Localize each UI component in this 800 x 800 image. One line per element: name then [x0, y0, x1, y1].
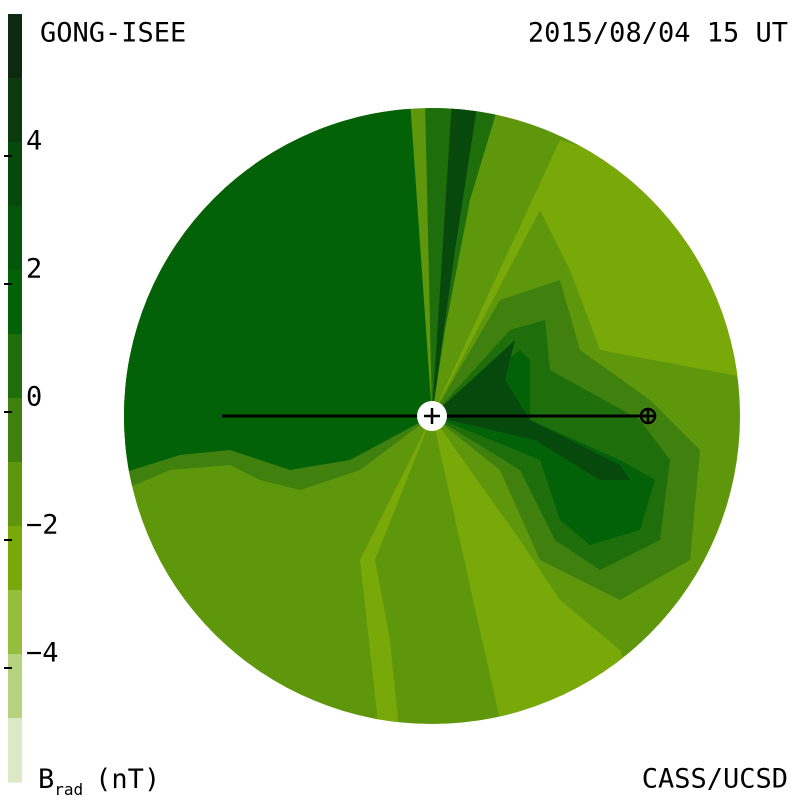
region	[360, 416, 432, 724]
colorbar-band	[8, 78, 22, 143]
colorbar-label: Brad (nT)	[38, 764, 160, 799]
region	[124, 108, 432, 480]
sun-marker	[424, 408, 440, 424]
region	[425, 108, 500, 416]
colorbar-band	[8, 590, 22, 655]
tick-label: −2	[26, 510, 59, 541]
colorbar-band	[8, 270, 22, 335]
colorbar	[8, 14, 22, 783]
colorbar-band	[8, 14, 22, 79]
chart-subtitle: 2015/08/04 15 UT	[528, 18, 788, 49]
region	[432, 340, 630, 480]
colorbar-band	[8, 398, 22, 463]
region	[432, 416, 640, 720]
label-symbol: B	[38, 764, 54, 795]
tick-label: 4	[26, 126, 42, 157]
colorbar-band	[8, 718, 22, 783]
colorbar-band	[8, 654, 22, 719]
label-subscript: rad	[54, 780, 83, 799]
colorbar-band	[8, 462, 22, 527]
colorbar-band	[8, 526, 22, 591]
credit: CASS/UCSD	[642, 764, 788, 795]
earth-marker-cross	[641, 409, 655, 423]
tick-label: −4	[26, 638, 59, 669]
colorbar-band	[8, 334, 22, 399]
colorbar-band	[8, 206, 22, 271]
chart-title: GONG-ISEE	[40, 18, 186, 49]
region	[432, 108, 478, 416]
colorbar-band	[8, 142, 22, 207]
label-unit: (nT)	[95, 764, 160, 795]
tick-label: 0	[26, 382, 42, 413]
tick-label: 2	[26, 254, 42, 285]
